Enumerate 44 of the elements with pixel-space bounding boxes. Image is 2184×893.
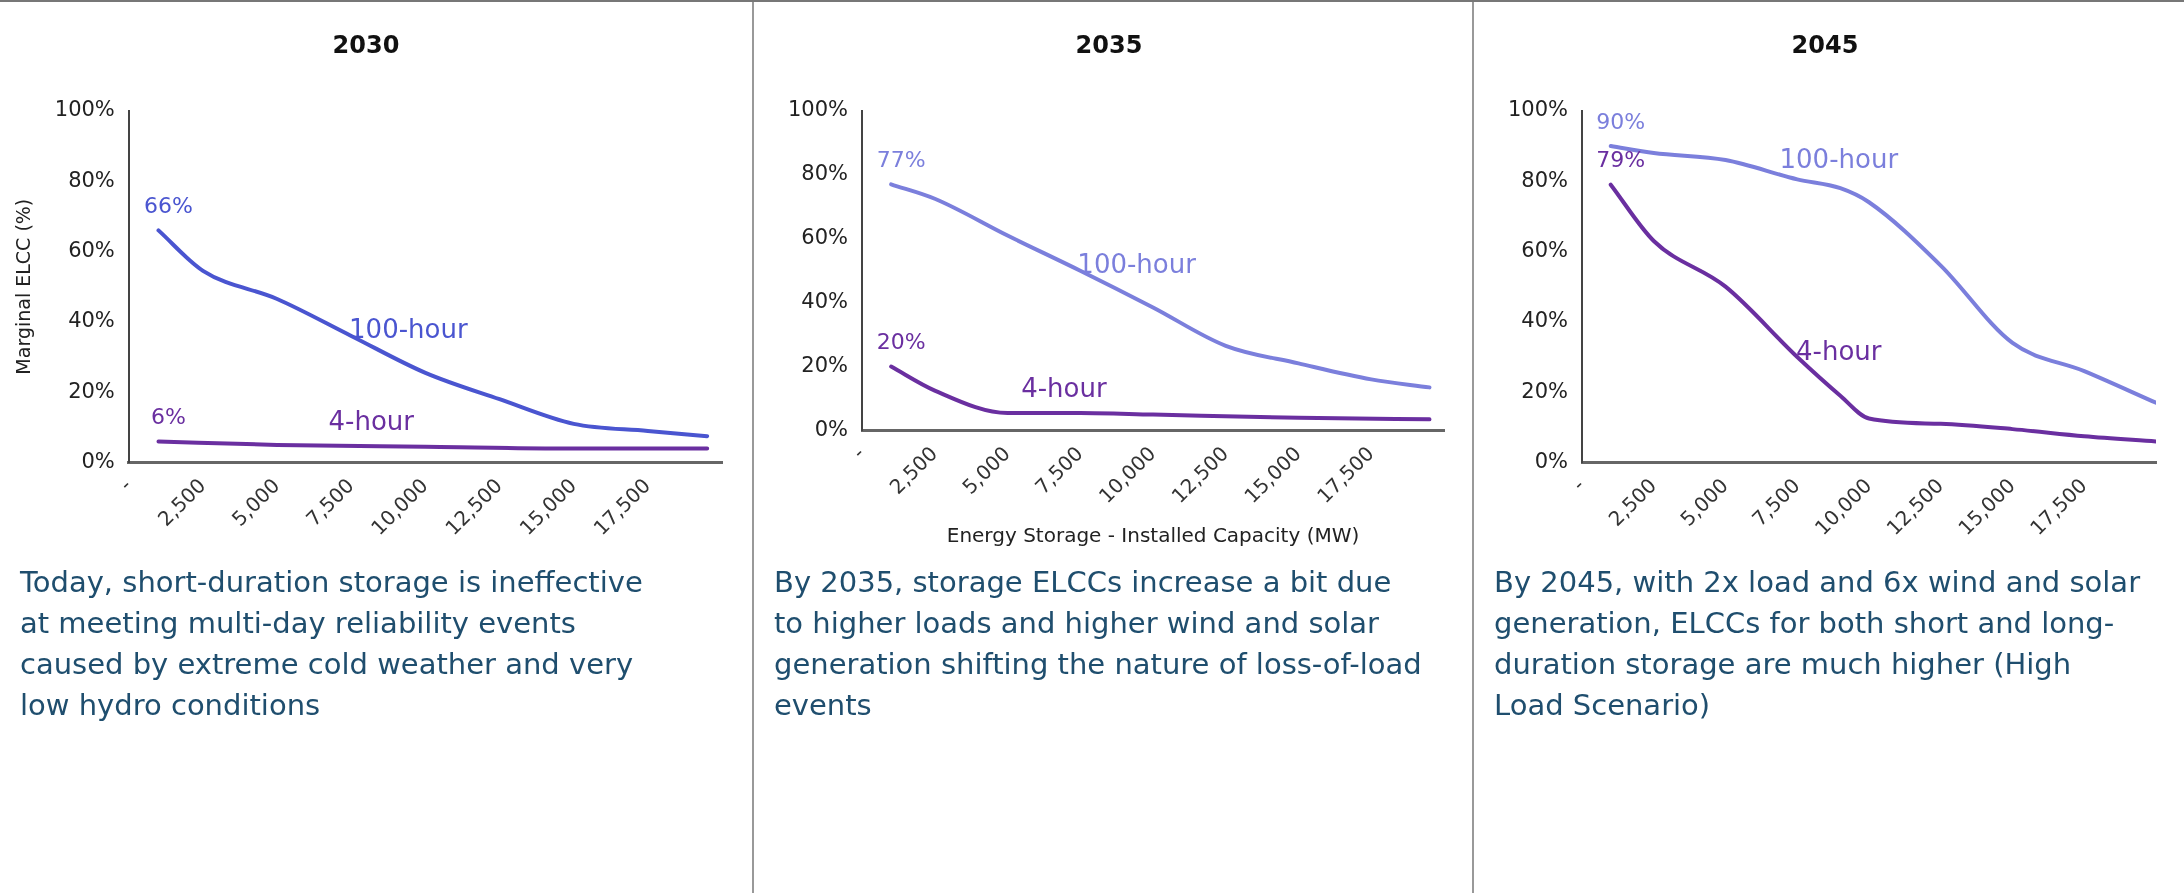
y-tick-label: 100% — [787, 97, 849, 122]
y-tick-label: 60% — [68, 237, 115, 262]
data-label: 66% — [144, 193, 193, 219]
y-tick-label: 60% — [1521, 237, 1569, 262]
y-tick-label: 40% — [68, 308, 115, 333]
y-tick-label: 0% — [1534, 449, 1569, 473]
y-tick-label: 0% — [814, 417, 849, 441]
y-tick-label: 20% — [801, 353, 849, 378]
line-series — [1608, 182, 2156, 444]
y-tick-label: 0% — [81, 449, 115, 473]
data-label: 6% — [151, 404, 186, 430]
x-tick-label: - — [847, 441, 870, 464]
text: By 2045, with 2x load and 6x wind and solar generation, ELCCs for both short and long-duration storage are much higher (High Load Scenario) — [1494, 564, 2142, 724]
data-label: 79% — [1596, 147, 1646, 173]
y-tick-label: 100% — [1507, 97, 1569, 122]
chart-title: 2035 — [1075, 30, 1143, 59]
data-label: 77% — [876, 147, 926, 173]
series-label: 4-hour — [328, 405, 415, 436]
y-tick-label: 80% — [801, 161, 849, 186]
y-tick-label: 40% — [801, 289, 849, 314]
data-label: 90% — [1596, 108, 1646, 134]
y-axis-title: Marginal ELCC (%) — [12, 198, 35, 375]
line-series — [889, 364, 1432, 422]
line-series — [156, 439, 710, 451]
series-label: 100-hour — [1077, 248, 1197, 279]
y-tick-label: 60% — [801, 225, 849, 250]
y-tick-label: 20% — [1521, 378, 1569, 403]
y-tick-label: 20% — [68, 378, 115, 403]
chart-title: 2045 — [1791, 30, 1859, 59]
series-label: 100-hour — [349, 314, 468, 345]
y-tick-label: 80% — [68, 167, 115, 192]
y-tick-label: 40% — [1521, 308, 1569, 333]
data-label: 20% — [876, 329, 926, 355]
x-tick-label: - — [1567, 473, 1590, 496]
series-label: 4-hour — [1796, 336, 1882, 367]
x-axis-title: Energy Storage - Installed Capacity (MW) — [946, 523, 1360, 548]
series-label: 4-hour — [1021, 372, 1107, 403]
y-tick-label: 100% — [54, 97, 115, 122]
series-label: 100-hour — [1779, 143, 1899, 174]
x-tick-label: - — [113, 473, 137, 496]
text: By 2035, storage ELCCs increase a bit due to higher loads and higher wind and solar generation shifting the nature of loss-of-load events — [774, 564, 1423, 724]
y-tick-label: 80% — [1521, 167, 1569, 192]
text: Today, short-duration storage is ineffective at meeting multi-day reliability events caused by extreme cold weather and very low hydro conditions — [20, 564, 644, 724]
chart-title: 2030 — [332, 30, 400, 59]
